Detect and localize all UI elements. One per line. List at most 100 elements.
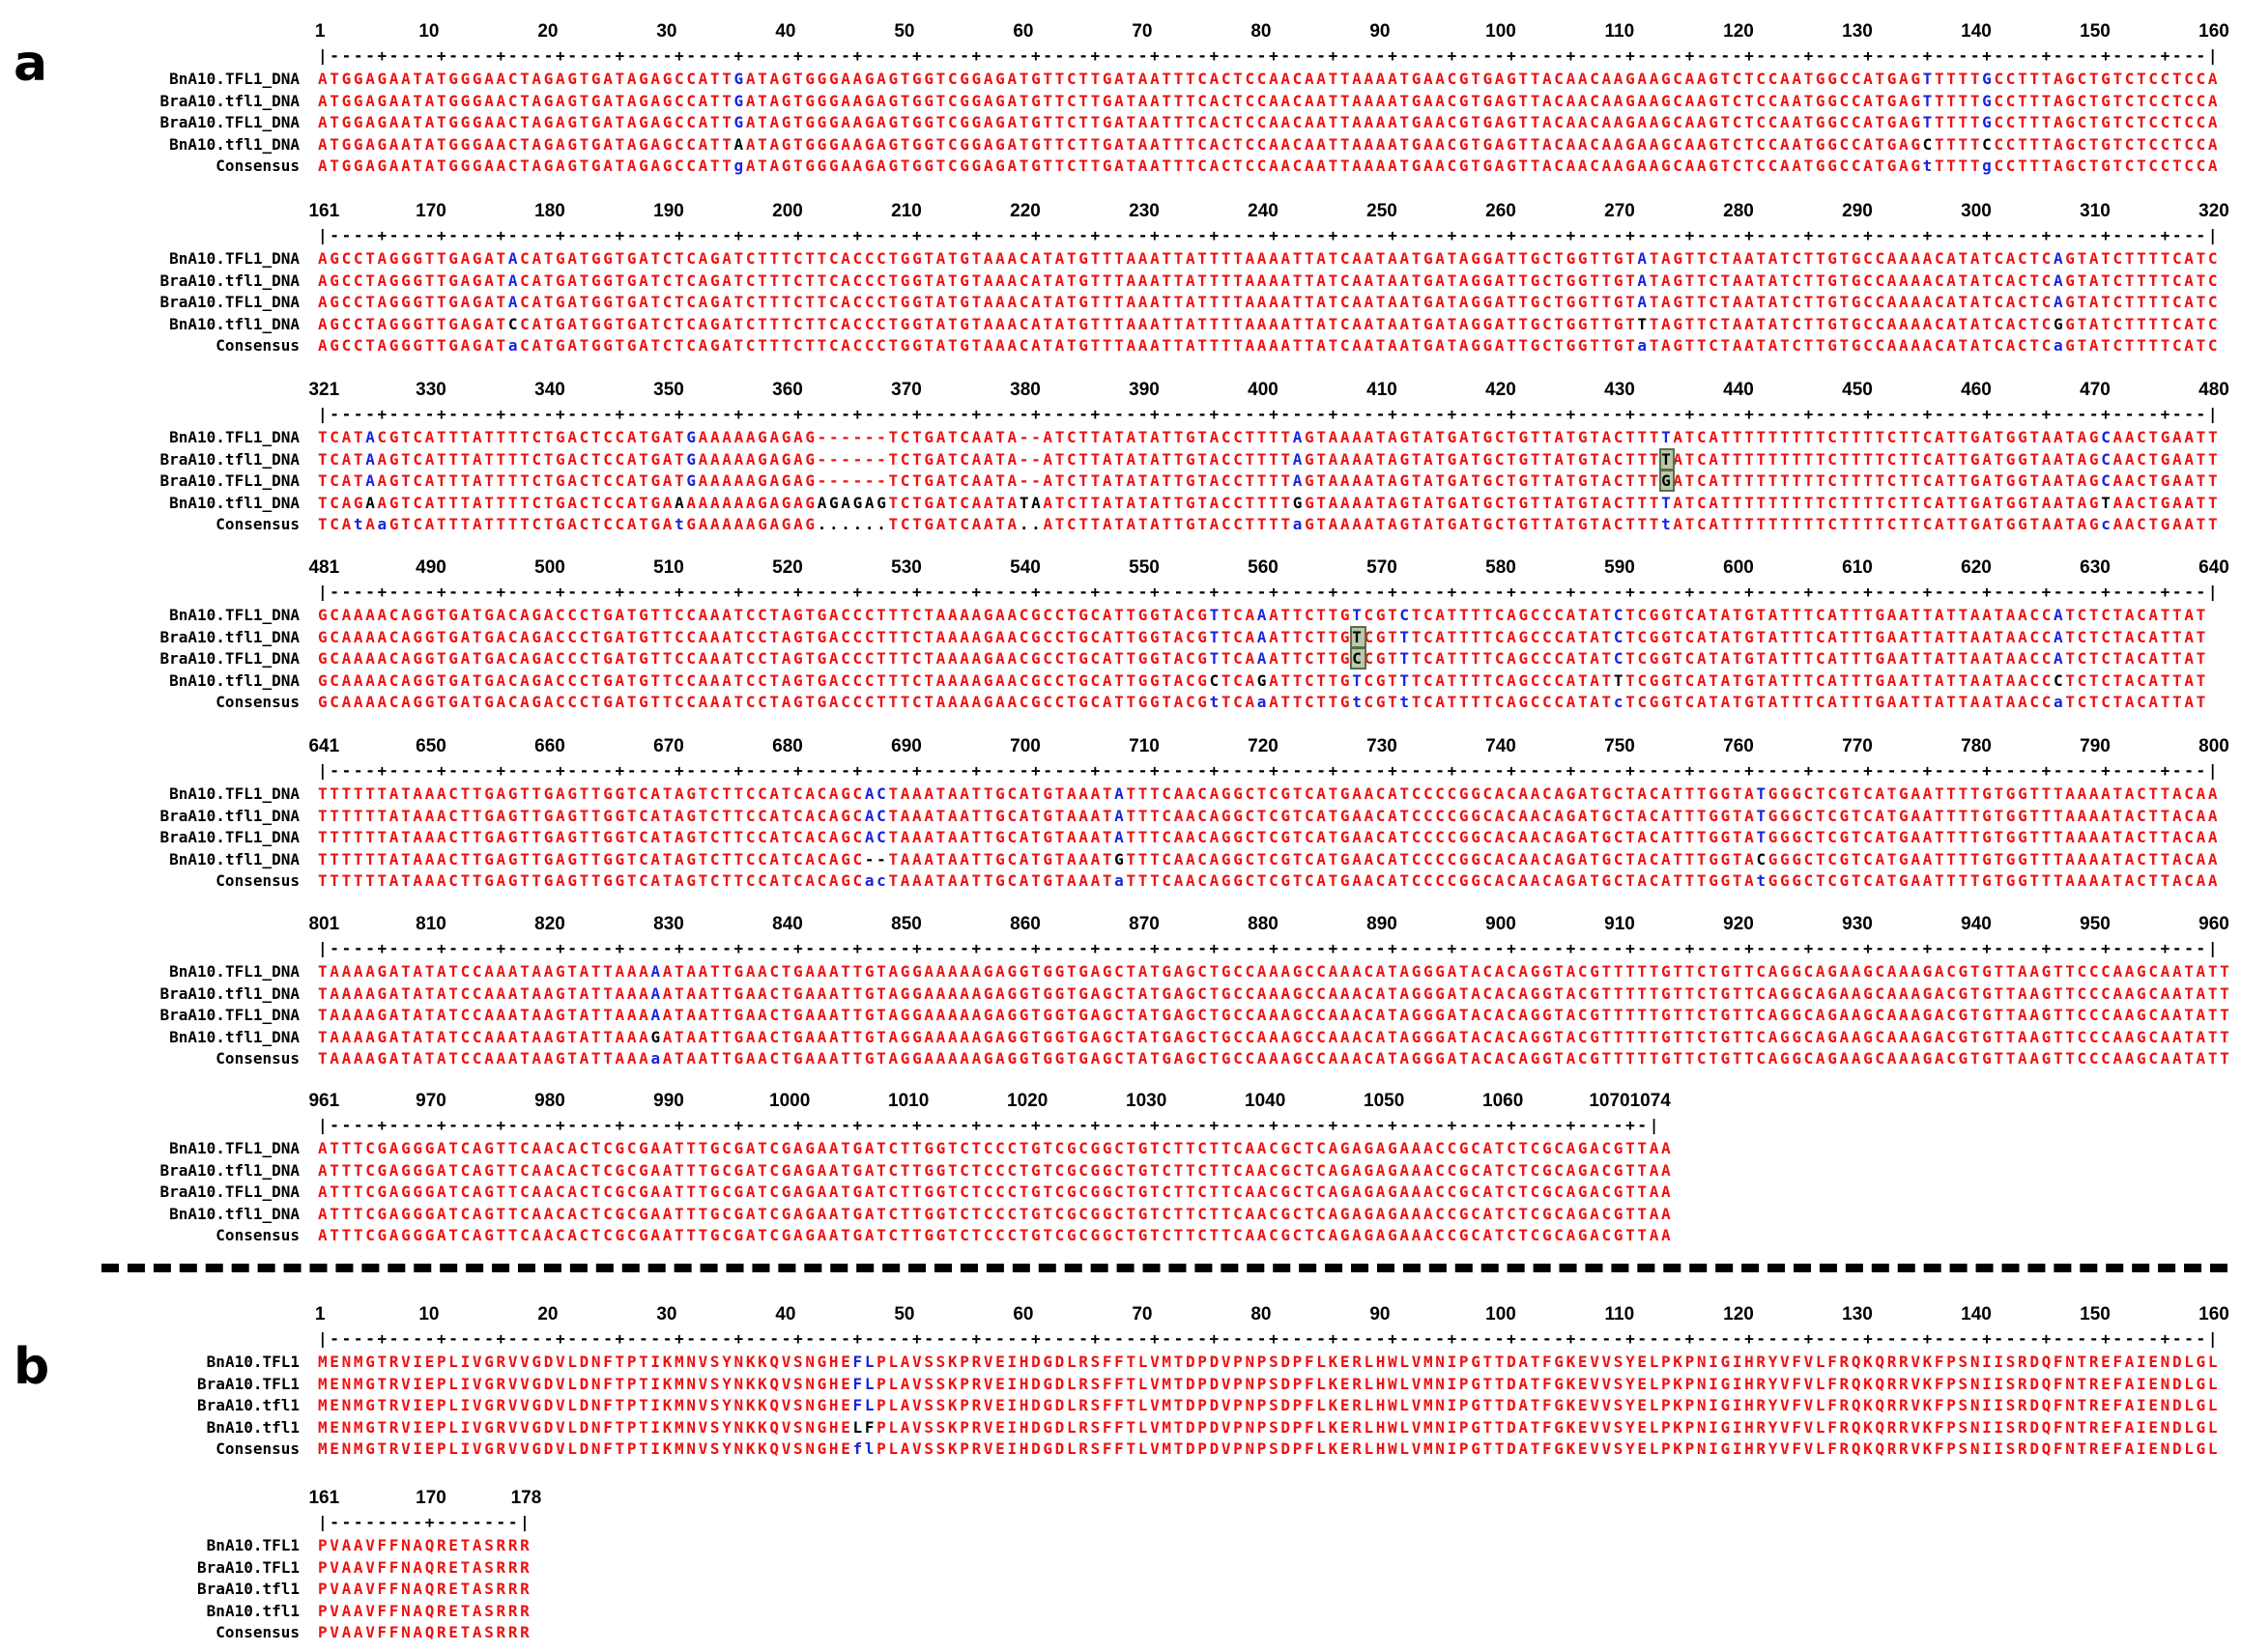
sequence-name: BraA10.tfl1 — [197, 1580, 300, 1598]
position-tick-label: 120 — [1723, 1304, 1754, 1324]
position-tick-label: 830 — [653, 914, 684, 934]
position-tick-label: 310 — [2080, 201, 2111, 221]
sequence-name: BnA10.tfl1 — [206, 1601, 300, 1620]
sequence-name: BnA10.tfl1_DNA — [169, 849, 300, 869]
position-tick-label: 780 — [1961, 736, 1992, 756]
sequence-residues: MENMGTRVIEPLIVGRVVGDVLDNFTPTIKMNVSYNKKQV… — [318, 1417, 2221, 1437]
position-tick-label: 540 — [1010, 557, 1041, 578]
sequence-residues: TAAAAGATATATCCAAATAAGTATTAAAAATAATTGAACT… — [318, 983, 2232, 1003]
position-tick-label: 150 — [2080, 21, 2111, 42]
position-tick-label: 600 — [1723, 557, 1754, 578]
sequence-name: BraA10.tfl1_DNA — [159, 271, 301, 290]
position-tick-label: 430 — [1604, 380, 1635, 400]
sequence-name: BraA10.TFL1_DNA — [159, 828, 301, 846]
position-tick-label: 330 — [416, 380, 446, 400]
position-tick-label: 60 — [1013, 1304, 1034, 1324]
sequence-residues: GCAAAACAGGTGATGACAGACCCTGATGTTCCAAATCCTA… — [318, 670, 2208, 690]
position-tick-label: 100 — [1485, 1304, 1516, 1324]
position-tick-label: 770 — [1842, 736, 1873, 756]
sequence-name: BraA10.tfl1_DNA — [159, 449, 301, 469]
sequence-residues: ATTTCGAGGGATCAGTTCAACACTCGCGAATTTGCGATCG… — [318, 1204, 1674, 1223]
position-tick-label: 321 — [308, 380, 340, 400]
sequence-residues: TTTTTTATAAACTTGAGTTGAGTTGGTCATAGTCTTCCAT… — [318, 849, 2221, 869]
sequence-name: BraA10.TFL1 — [197, 1374, 300, 1393]
position-tick-label: 300 — [1961, 201, 1992, 221]
position-tick-label: 200 — [772, 201, 803, 221]
position-tick-label: 360 — [772, 380, 803, 400]
position-tick-label: 410 — [1366, 380, 1397, 400]
position-tick-label: 580 — [1485, 557, 1516, 578]
panel-label-b: b — [14, 1338, 50, 1396]
sequence-residues: MENMGTRVIEPLIVGRVVGDVLDNFTPTIKMNVSYNKKQV… — [318, 1396, 2221, 1414]
position-tick-label: 880 — [1248, 914, 1279, 934]
position-tick-label: 690 — [891, 736, 922, 756]
position-tick-label: 20 — [537, 21, 559, 42]
position-tick-label: 890 — [1366, 914, 1397, 934]
position-tick-label: 590 — [1604, 557, 1635, 578]
sequence-residues: TTTTTTATAAACTTGAGTTGAGTTGGTCATAGTCTTCCAT… — [318, 806, 2221, 825]
sequence-name: BnA10.TFL1 — [206, 1536, 300, 1554]
position-tick-label: 40 — [775, 21, 796, 42]
position-tick-label: 1 — [314, 1304, 326, 1324]
sequence-name: BraA10.TFL1_DNA — [159, 293, 301, 311]
position-tick-label: 480 — [2198, 380, 2229, 400]
sequence-name: BraA10.TFL1_DNA — [159, 1182, 301, 1201]
position-tick-label: 660 — [534, 736, 565, 756]
position-ruler: |----+----+----+----+----+----+----+----… — [318, 761, 2221, 780]
position-tick-label: 140 — [1961, 21, 1992, 42]
position-ruler: |--------+-------| — [318, 1513, 532, 1531]
position-tick-label: 500 — [534, 557, 565, 578]
position-tick-label: 860 — [1010, 914, 1041, 934]
sequence-name: BraA10.TFL1_DNA — [159, 649, 301, 668]
position-tick-label: 1050 — [1364, 1091, 1405, 1111]
position-tick-label: 30 — [656, 21, 677, 42]
sequence-name: Consensus — [215, 1226, 300, 1244]
sequence-residues: PVAAVFFNAQRETASRRR — [318, 1580, 532, 1598]
position-tick-label: 790 — [2080, 736, 2111, 756]
sequence-residues: ATTTCGAGGGATCAGTTCAACACTCGCGAATTTGCGATCG… — [318, 1139, 1674, 1157]
sequence-residues: AGCCTAGGGTTGAGATACATGATGGTGATCTCAGATCTTT… — [318, 271, 2221, 290]
position-tick-label: 90 — [1369, 21, 1391, 42]
sequence-residues: ATGGAGAATATGGGAACTAGAGTGATAGAGCCATTGATAG… — [318, 70, 2221, 88]
position-tick-label: 750 — [1604, 736, 1635, 756]
position-tick-label: 481 — [308, 557, 340, 578]
sequence-name: BnA10.TFL1_DNA — [169, 1139, 300, 1157]
position-tick-label: 960 — [2198, 914, 2229, 934]
position-tick-label: 530 — [891, 557, 922, 578]
position-tick-label: 1060 — [1482, 1091, 1524, 1111]
position-ruler: |----+----+----+----+----+----+----+----… — [318, 405, 2221, 423]
sequence-name: BnA10.TFL1_DNA — [169, 962, 300, 981]
sequence-name: Consensus — [215, 515, 300, 533]
position-tick-label: 1030 — [1126, 1091, 1167, 1111]
sequence-name: BnA10.tfl1_DNA — [169, 1204, 300, 1223]
position-tick-label: 1040 — [1245, 1091, 1286, 1111]
position-tick-label: 801 — [308, 914, 340, 934]
position-ruler: |----+----+----+----+----+----+----+----… — [318, 226, 2221, 244]
position-tick-label: 400 — [1248, 380, 1279, 400]
sequence-name: Consensus — [215, 693, 300, 711]
position-tick-label: 90 — [1369, 1304, 1391, 1324]
sequence-name: BraA10.tfl1_DNA — [159, 806, 301, 825]
sequence-name: BraA10.TFL1_DNA — [159, 113, 301, 131]
sequence-name: Consensus — [215, 1049, 300, 1068]
sequence-residues: GCAAAACAGGTGATGACAGACCCTGATGTTCCAAATCCTA… — [318, 647, 2208, 669]
sequence-name: Consensus — [215, 336, 300, 355]
sequence-residues: TCAGAAGTCATTTATTTTCTGACTCCATGAAAAAAAAGAG… — [318, 493, 2221, 512]
position-tick-label: 961 — [308, 1091, 340, 1111]
sequence-residues: ATGGAGAATATGGGAACTAGAGTGATAGAGCCATTgATAG… — [318, 157, 2221, 175]
sequence-residues: MENMGTRVIEPLIVGRVVGDVLDNFTPTIKMNVSYNKKQV… — [318, 1374, 2221, 1393]
sequence-name: Consensus — [215, 1623, 300, 1641]
position-tick-label: 730 — [1366, 736, 1397, 756]
position-tick-label: 130 — [1842, 1304, 1873, 1324]
panel-label-a: a — [14, 35, 48, 93]
position-tick-label: 40 — [775, 1304, 796, 1324]
position-tick-label: 980 — [534, 1091, 565, 1111]
position-tick-label: 50 — [894, 21, 915, 42]
sequence-residues: ATTTCGAGGGATCAGTTCAACACTCGCGAATTTGCGATCG… — [318, 1160, 1674, 1180]
sequence-residues: AGCCTAGGGTTGAGATCCATGATGGTGATCTCAGATCTTT… — [318, 314, 2221, 333]
position-tick-label: 10 — [418, 21, 440, 42]
position-tick-label: 190 — [653, 201, 684, 221]
position-tick-label: 970 — [416, 1091, 446, 1111]
sequence-name: BraA10.tfl1_DNA — [159, 983, 301, 1003]
sequence-residues: TCATAAGTCATTTATTTTCTGACTCCATGATGAAAAAGAG… — [318, 470, 2221, 492]
